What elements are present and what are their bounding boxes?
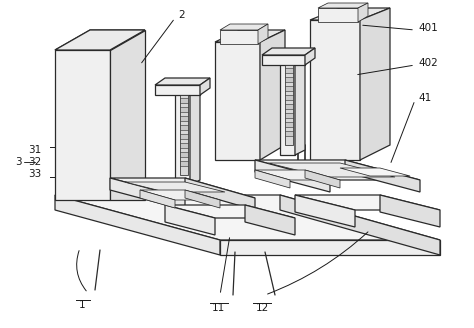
Polygon shape [110, 30, 145, 200]
Polygon shape [268, 163, 395, 177]
Polygon shape [285, 65, 293, 145]
Polygon shape [180, 125, 188, 130]
Polygon shape [285, 113, 293, 118]
Polygon shape [55, 30, 145, 50]
Polygon shape [55, 50, 110, 200]
Polygon shape [260, 30, 285, 160]
Polygon shape [110, 178, 185, 210]
Polygon shape [285, 122, 293, 127]
Polygon shape [55, 195, 220, 255]
Polygon shape [155, 78, 210, 85]
Polygon shape [285, 104, 293, 109]
Polygon shape [220, 30, 258, 44]
Polygon shape [305, 170, 340, 188]
Polygon shape [285, 131, 293, 136]
Polygon shape [175, 90, 190, 185]
Polygon shape [318, 8, 358, 22]
Polygon shape [180, 143, 188, 148]
Polygon shape [310, 8, 390, 20]
Polygon shape [180, 134, 188, 139]
Polygon shape [185, 178, 255, 210]
Polygon shape [340, 168, 410, 176]
Polygon shape [180, 107, 188, 112]
Polygon shape [318, 3, 368, 8]
Polygon shape [165, 205, 295, 218]
Polygon shape [305, 48, 315, 65]
Text: 11: 11 [211, 303, 225, 313]
Polygon shape [220, 24, 268, 30]
Polygon shape [155, 85, 200, 95]
Polygon shape [255, 170, 340, 180]
Polygon shape [110, 178, 255, 198]
Polygon shape [295, 195, 355, 227]
Polygon shape [285, 86, 293, 91]
Polygon shape [190, 85, 200, 185]
Polygon shape [280, 55, 305, 60]
Polygon shape [295, 55, 305, 155]
Polygon shape [285, 77, 293, 82]
Polygon shape [125, 182, 225, 192]
Text: 401: 401 [418, 23, 438, 33]
Polygon shape [255, 160, 420, 180]
Polygon shape [262, 48, 315, 55]
Polygon shape [262, 55, 305, 65]
Polygon shape [245, 205, 295, 235]
Text: 2: 2 [178, 10, 185, 20]
Text: 31: 31 [28, 145, 42, 155]
Text: 33: 33 [28, 169, 42, 179]
Polygon shape [200, 78, 210, 95]
Polygon shape [310, 20, 360, 160]
Text: 32: 32 [28, 157, 42, 167]
Polygon shape [140, 190, 220, 200]
Polygon shape [360, 8, 390, 160]
Polygon shape [258, 24, 268, 44]
Polygon shape [295, 195, 440, 210]
Text: 402: 402 [418, 58, 438, 68]
Polygon shape [55, 195, 440, 240]
Polygon shape [380, 195, 440, 227]
Polygon shape [140, 190, 175, 208]
Polygon shape [180, 95, 188, 175]
Polygon shape [180, 116, 188, 121]
Polygon shape [175, 85, 200, 90]
Text: 12: 12 [255, 303, 269, 313]
Polygon shape [215, 30, 285, 42]
Polygon shape [280, 60, 295, 155]
Polygon shape [255, 170, 290, 188]
Text: 41: 41 [418, 93, 431, 103]
Polygon shape [215, 42, 260, 160]
Polygon shape [180, 98, 188, 103]
Polygon shape [255, 160, 330, 192]
Polygon shape [220, 240, 440, 255]
Text: 3: 3 [15, 157, 21, 167]
Polygon shape [285, 95, 293, 100]
Polygon shape [345, 160, 420, 192]
Polygon shape [55, 30, 145, 50]
Polygon shape [280, 195, 440, 255]
Polygon shape [285, 68, 293, 73]
Text: 1: 1 [79, 300, 85, 310]
Polygon shape [165, 205, 215, 235]
Polygon shape [180, 161, 188, 166]
Polygon shape [185, 190, 220, 208]
Polygon shape [358, 3, 368, 22]
Polygon shape [180, 152, 188, 157]
